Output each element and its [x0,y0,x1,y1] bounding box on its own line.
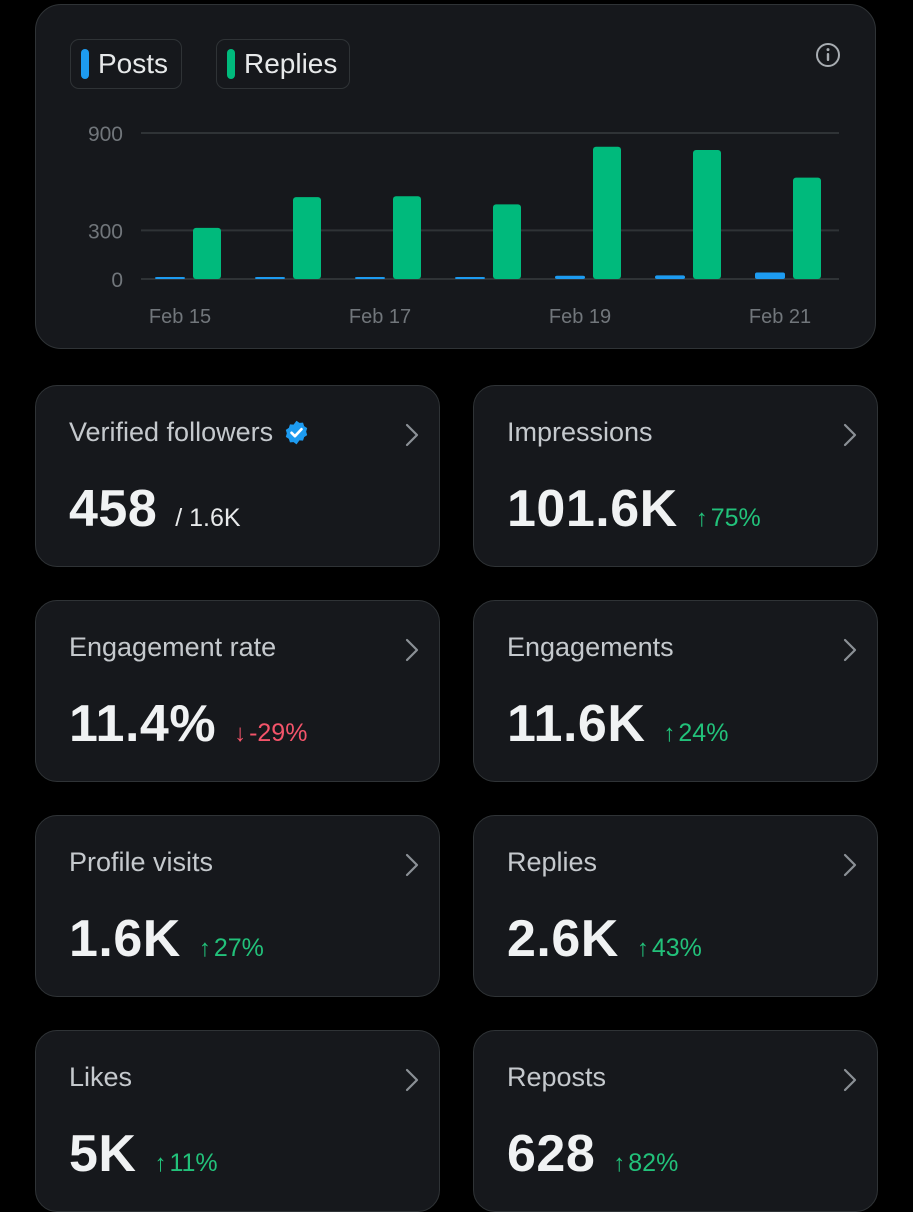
legend-replies-toggle[interactable]: Replies [216,39,350,89]
verified-badge-icon [285,420,308,445]
stat-value-row: 11.4% ↓ -29% [69,694,307,754]
y-tick-label: 300 [88,220,123,243]
posts-bar [755,272,785,279]
stat-change: ↑ 75% [696,504,761,533]
stat-card-impressions[interactable]: Impressions 101.6K ↑ 75% [473,385,878,567]
replies-bar [293,197,321,279]
stat-card-engagement-rate[interactable]: Engagement rate 11.4% ↓ -29% [35,600,440,782]
legend-posts-label: Posts [98,48,169,79]
stat-value: 458 [69,480,158,538]
stat-value-row: 101.6K ↑ 75% [507,479,761,539]
stat-label: Engagements [507,632,674,662]
chevron-right-icon [405,638,419,662]
stat-value-row: 11.6K ↑ 24% [507,694,728,754]
posts-bar [555,275,585,279]
stat-label: Engagement rate [69,632,277,662]
arrow-up-icon: ↑ [663,720,676,747]
x-tick-label: Feb 19 [549,306,611,328]
posts-bar [255,277,285,279]
stat-label: Reposts [507,1062,607,1092]
stat-card-engagements[interactable]: Engagements 11.6K ↑ 24% [473,600,878,782]
posts-bar [355,277,385,279]
chevron-right-icon [405,853,419,877]
stat-card-verified-followers[interactable]: Verified followers 458 / 1.6K [35,385,440,567]
stat-value-row: 1.6K ↑ 27% [69,909,264,969]
legend-posts-toggle[interactable]: Posts [70,39,182,89]
stat-label: Verified followers [69,417,310,448]
stat-value: 628 [507,1125,596,1183]
stat-change: ↑ 27% [199,934,264,963]
stat-card-likes[interactable]: Likes 5K ↑ 11% [35,1030,440,1212]
replies-bar [793,177,821,279]
x-tick-label: Feb 15 [149,306,211,328]
stat-change-value: -29% [249,719,308,747]
stat-value: 101.6K [507,480,678,538]
replies-bar [693,150,721,279]
arrow-up-icon: ↑ [695,505,708,532]
chevron-right-icon [843,423,857,447]
stat-value-row: 628 ↑ 82% [507,1124,678,1184]
stat-card-profile-visits[interactable]: Profile visits 1.6K ↑ 27% [35,815,440,997]
y-tick-label: 900 [88,123,123,146]
replies-bar [493,204,521,279]
stat-change-value: 43% [651,934,702,962]
stat-change: ↓ -29% [234,719,307,748]
chevron-right-icon [843,1068,857,1092]
stat-value: 11.4% [69,695,217,753]
replies-bar [393,196,421,279]
stat-label-text: Verified followers [69,417,274,447]
chevron-right-icon [405,423,419,447]
stat-change: ↑ 11% [154,1149,217,1178]
stat-change: ↑ 24% [663,719,728,748]
legend-replies-label: Replies [244,48,338,79]
stat-sub-total: / 1.6K [175,504,241,532]
replies-bar [593,146,621,279]
stat-value-row: 2.6K ↑ 43% [507,909,702,969]
posts-bar [455,277,485,279]
arrow-down-icon: ↓ [234,720,247,747]
stat-change-value: 11% [169,1149,218,1177]
chart-card: 900 300 0 Feb 15 Feb 17 Feb 19 Feb 21 Posts Re… [35,4,876,349]
replies-swatch [227,49,235,79]
arrow-up-icon: ↑ [154,1150,167,1177]
stat-change: ↑ 82% [613,1149,678,1178]
stat-card-replies[interactable]: Replies 2.6K ↑ 43% [473,815,878,997]
x-tick-label: Feb 21 [749,306,811,328]
chevron-right-icon [843,853,857,877]
stat-value: 1.6K [69,910,181,968]
stat-value: 5K [69,1125,137,1183]
chevron-right-icon [843,638,857,662]
stat-label: Profile visits [69,847,214,877]
arrow-up-icon: ↑ [613,1150,626,1177]
chevron-right-icon [405,1068,419,1092]
stat-change-value: 75% [710,504,761,532]
stat-change-value: 82% [628,1149,679,1177]
stat-value-row: 5K ↑ 11% [69,1124,218,1184]
info-icon[interactable] [815,42,841,68]
stat-label: Impressions [507,417,653,447]
x-tick-label: Feb 17 [349,306,411,328]
y-tick-label: 0 [111,269,123,292]
stat-value-row: 458 / 1.6K [69,479,241,539]
stat-change-value: 27% [213,934,264,962]
posts-swatch [81,49,89,79]
arrow-up-icon: ↑ [198,935,211,962]
bar-chart: 900 300 0 Feb 15 Feb 17 Feb 19 Feb 21 [88,123,839,328]
replies-bar [193,227,221,279]
stat-label: Likes [69,1062,133,1092]
stat-value: 2.6K [507,910,619,968]
stat-change: ↑ 43% [637,934,702,963]
stat-change-value: 24% [678,719,729,747]
arrow-up-icon: ↑ [636,935,649,962]
posts-bar [655,275,685,279]
stat-label: Replies [507,847,598,877]
stat-card-reposts[interactable]: Reposts 628 ↑ 82% [473,1030,878,1212]
stat-value: 11.6K [507,695,646,753]
posts-bar [155,277,185,279]
